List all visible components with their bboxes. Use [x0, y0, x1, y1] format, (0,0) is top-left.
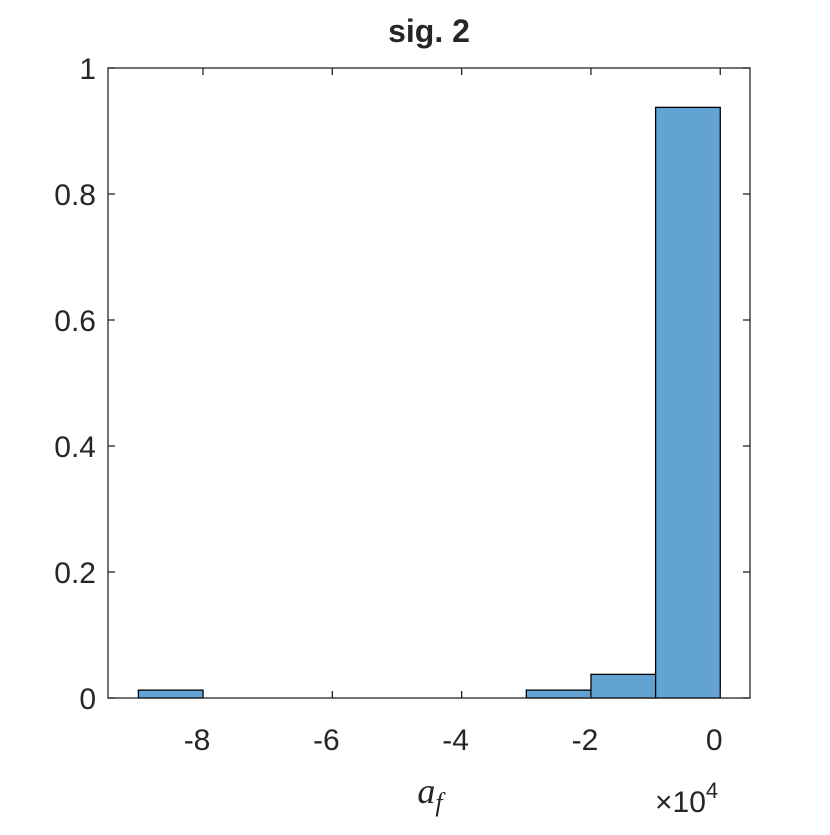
x-label-sub: f — [435, 788, 446, 817]
y-tick-label: 0 — [79, 683, 96, 716]
x-tick-label: -4 — [442, 724, 469, 757]
x-label-base: a — [417, 771, 435, 811]
y-tick-label: 0.6 — [54, 305, 96, 338]
x-multiplier-exponent: 4 — [706, 778, 718, 803]
x-tick-label: -6 — [313, 724, 340, 757]
y-tick-label: 0.8 — [54, 179, 96, 212]
axes-box — [107, 67, 751, 699]
bar — [525, 689, 592, 699]
chart-title: sig. 2 — [388, 13, 470, 49]
x-multiplier: ×104 — [655, 778, 718, 819]
x-tick-label: -2 — [572, 724, 599, 757]
y-tick-label: 0.2 — [54, 557, 96, 590]
bar — [590, 673, 657, 699]
x-axis-label: af — [417, 771, 446, 817]
bar — [137, 689, 204, 699]
x-tick-label: 0 — [706, 724, 723, 757]
y-tick-label: 1 — [79, 53, 96, 86]
x-multiplier-base: ×10 — [655, 786, 706, 819]
y-tick-label: 0.4 — [54, 431, 96, 464]
bar — [654, 106, 721, 699]
x-tick-label: -8 — [184, 724, 211, 757]
